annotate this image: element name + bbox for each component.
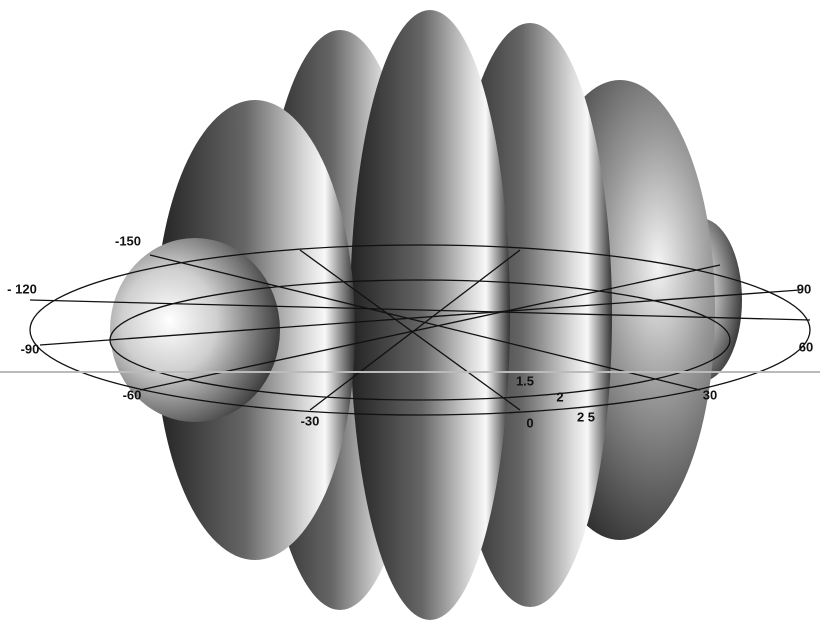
polar-grid [29,244,811,416]
radial-label: 2 5 [577,409,595,424]
angle-label: 0 [526,415,533,430]
spoke [299,249,521,411]
angle-label: -150 [115,233,141,248]
disk-lobe [350,10,510,620]
radial-label: 2 [556,389,563,404]
lobes [110,10,742,620]
spoke [39,289,801,346]
angle-label: -90 [21,341,40,356]
angle-label: 60 [799,339,813,354]
left-lobe [110,238,280,422]
spoke [309,249,521,411]
spoke [29,299,811,321]
angle-label: 30 [703,387,717,402]
angle-label: -60 [123,387,142,402]
angle-label: -30 [301,413,320,428]
radial-label: 1.5 [516,373,534,388]
angle-label: - 120 [7,281,37,296]
outer-ring [29,244,811,416]
spoke [149,254,701,391]
labels: -150 - 120 -90 -60 -30 0 30 60 90 1.5 2 … [7,233,813,430]
spoke [139,264,721,391]
angle-label: 90 [797,281,811,296]
